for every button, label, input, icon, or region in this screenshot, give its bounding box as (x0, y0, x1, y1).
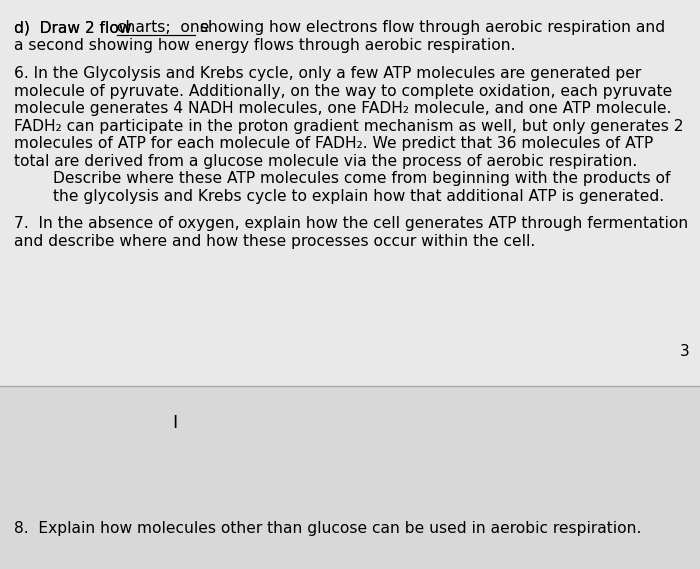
Text: 8.  Explain how molecules other than glucose can be used in aerobic respiration.: 8. Explain how molecules other than gluc… (14, 521, 641, 536)
Bar (0, 386, 700, 569)
Text: FADH₂ can participate in the proton gradient mechanism as well, but only generat: FADH₂ can participate in the proton grad… (14, 118, 683, 134)
Text: d)  Draw 2 flow: d) Draw 2 flow (14, 20, 136, 35)
Text: charts;  one: charts; one (117, 20, 209, 35)
Text: Describe where these ATP molecules come from beginning with the products of: Describe where these ATP molecules come … (14, 171, 671, 186)
Text: and describe where and how these processes occur within the cell.: and describe where and how these process… (14, 233, 536, 249)
Text: 3: 3 (680, 344, 689, 359)
Text: showing how electrons flow through aerobic respiration and: showing how electrons flow through aerob… (195, 20, 665, 35)
Text: I: I (172, 414, 177, 432)
Text: d)  Draw 2 flow: d) Draw 2 flow (14, 20, 136, 35)
Text: molecules of ATP for each molecule of FADH₂. We predict that 36 molecules of ATP: molecules of ATP for each molecule of FA… (14, 136, 653, 151)
Text: the glycolysis and Krebs cycle to explain how that additional ATP is generated.: the glycolysis and Krebs cycle to explai… (14, 188, 664, 204)
Text: 7.  In the absence of oxygen, explain how the cell generates ATP through ferment: 7. In the absence of oxygen, explain how… (14, 216, 688, 231)
Text: molecule of pyruvate. Additionally, on the way to complete oxidation, each pyruv: molecule of pyruvate. Additionally, on t… (14, 84, 672, 98)
Text: molecule generates 4 NADH molecules, one FADH₂ molecule, and one ATP molecule.: molecule generates 4 NADH molecules, one… (14, 101, 671, 116)
Text: total are derived from a glucose molecule via the process of aerobic respiration: total are derived from a glucose molecul… (14, 154, 637, 168)
Text: a second showing how energy flows through aerobic respiration.: a second showing how energy flows throug… (14, 38, 515, 52)
Text: 6. In the Glycolysis and Krebs cycle, only a few ATP molecules are generated per: 6. In the Glycolysis and Krebs cycle, on… (14, 66, 641, 81)
